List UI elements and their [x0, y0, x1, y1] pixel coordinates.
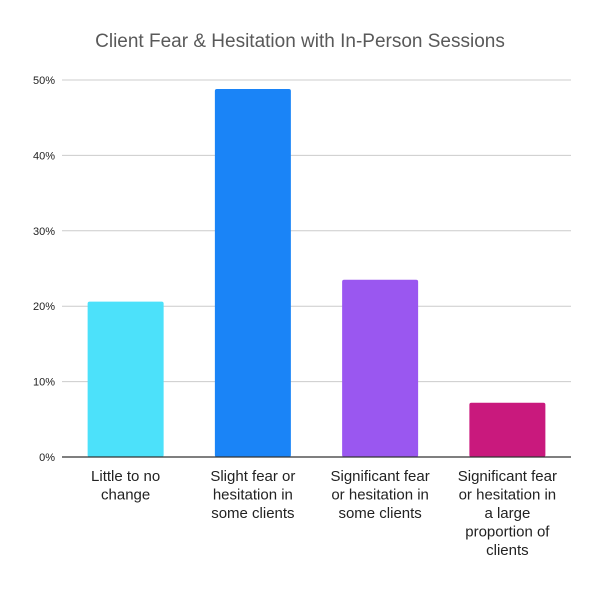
- bar: [87, 301, 164, 457]
- bar: [342, 279, 419, 457]
- bar: [469, 402, 546, 457]
- y-tick-label: 50%: [33, 75, 55, 87]
- x-tick-label: change: [101, 487, 150, 504]
- x-tick-label: Slight fear or: [210, 468, 295, 485]
- x-tick-label: proportion of: [465, 524, 550, 541]
- x-tick-label: Significant fear: [458, 468, 557, 485]
- gridlines: [62, 79, 571, 383]
- x-tick-label: Significant fear: [331, 468, 430, 485]
- axes: 0% 10% 20% 30% 40% 50% Little to no change Sligh…: [33, 75, 571, 559]
- y-tick-label: 10%: [33, 377, 55, 389]
- x-tick-label: clients: [486, 542, 529, 559]
- y-tick-label: 40%: [33, 150, 55, 162]
- x-tick-label: some clients: [211, 505, 294, 522]
- chart-title: Client Fear & Hesitation with In-Person …: [95, 31, 505, 52]
- x-tick-label: a large: [484, 505, 530, 522]
- x-tick-label: or hesitation in: [459, 487, 557, 504]
- x-tick-label: hesitation in: [213, 487, 293, 504]
- x-tick-label: some clients: [338, 505, 421, 522]
- bars: [87, 89, 546, 457]
- bar: [214, 89, 291, 457]
- x-tick-label: Little to no: [91, 468, 160, 485]
- y-tick-label: 30%: [33, 226, 55, 238]
- y-tick-label: 20%: [33, 301, 55, 313]
- y-tick-label: 0%: [39, 452, 55, 464]
- x-tick-label: or hesitation in: [331, 487, 429, 504]
